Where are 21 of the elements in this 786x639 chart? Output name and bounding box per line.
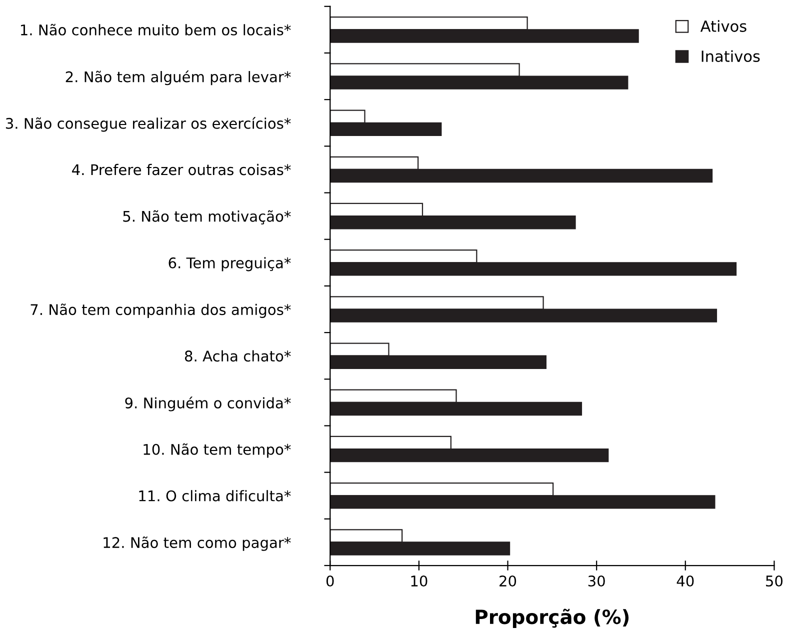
y-tick-label: 8. Acha chato* [184, 350, 291, 362]
y-tick-label: 9. Ninguém o convida* [125, 396, 291, 412]
y-tick-label: 6. Tem preguiça* [168, 257, 291, 272]
x-tick-label: 30 [588, 575, 605, 587]
x-tick-label: 0 [326, 575, 334, 587]
y-tick-label: 5. Não tem motivação* [123, 210, 291, 224]
x-tick-label: 40 [676, 575, 694, 587]
y-tick-label: 1. Não conhece muito bem os locais* [20, 24, 291, 36]
y-tick-label: 7. Não tem companhia dos amigos* [30, 304, 291, 318]
y-tick-label: 11. O clima dificulta* [139, 490, 291, 502]
legend-label: Inativos [702, 50, 760, 62]
x-axis-title: Proporção (%) [476, 608, 629, 628]
x-tick-label: 50 [766, 575, 783, 587]
y-tick-label: 4. Prefere fazer outras coisas* [72, 164, 291, 176]
x-tick-label: 10 [411, 575, 428, 587]
y-tick-label: 2. Não tem alguém para levar* [66, 70, 291, 86]
x-tick-label: 20 [500, 575, 516, 587]
y-tick-label: 12. Não tem como pagar* [104, 536, 291, 551]
y-tick-label: 10. Não tem tempo* [144, 443, 291, 458]
y-tick-label: 3. Não consegue realizar os exercícios* [6, 117, 291, 132]
legend-label: Ativos [700, 20, 746, 32]
